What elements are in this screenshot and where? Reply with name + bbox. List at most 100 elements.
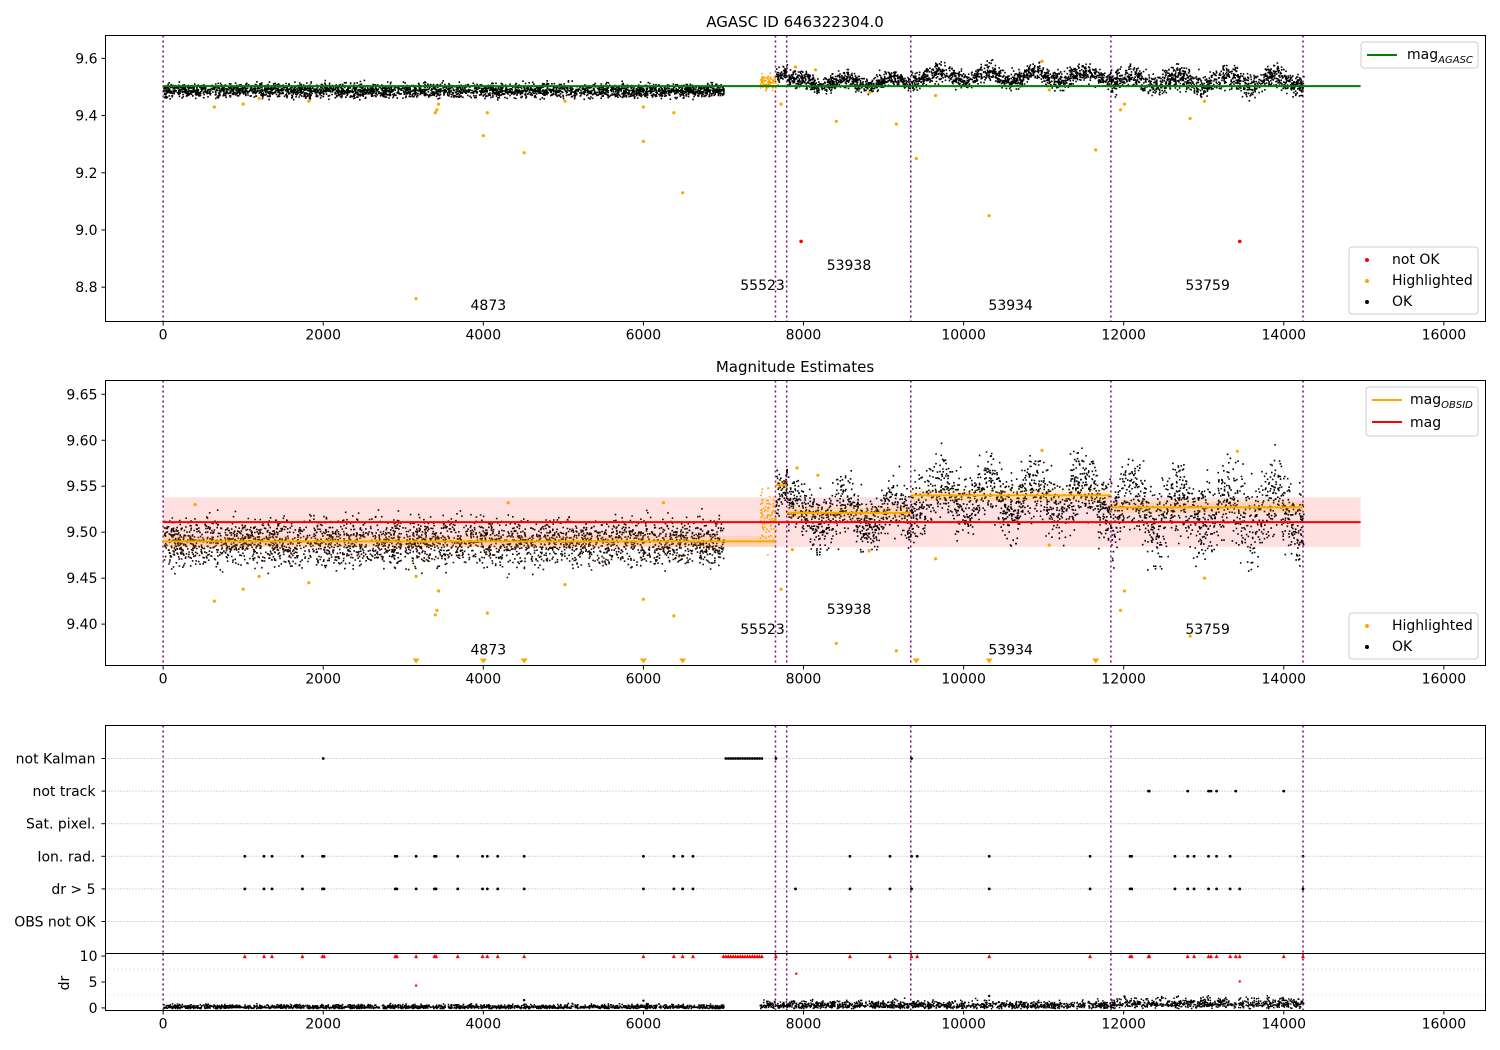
highlighted-point (894, 122, 898, 126)
highlighted-point (485, 611, 489, 615)
flag-point (753, 757, 757, 760)
dr-clipped-marker (495, 954, 500, 959)
flag-point (496, 887, 500, 891)
x-tick-label: 16000 (1422, 672, 1467, 688)
estimates-plot-area (162, 380, 1361, 666)
highlighted-point (641, 139, 646, 143)
highlighted-point (212, 105, 216, 109)
highlighted-point (414, 297, 418, 301)
x-tick-label: 4000 (465, 672, 501, 688)
flag-point (270, 887, 274, 891)
flag-point (1173, 887, 1177, 891)
highlighted-point (894, 649, 898, 653)
flag-point (1130, 854, 1134, 858)
x-tick-label: 14000 (1262, 1017, 1307, 1033)
dr-points (163, 995, 1305, 1010)
highlighted-legend-marker (1365, 279, 1369, 283)
highlighted-point (506, 501, 510, 505)
obsid-label: 53934 (988, 642, 1033, 658)
highlighted-point (1118, 608, 1123, 612)
flag-point (522, 887, 526, 891)
dr-clipped-marker (261, 954, 266, 959)
flag-point (750, 757, 754, 760)
x-tick-label: 0 (159, 328, 168, 344)
obsid-label: 53938 (827, 602, 872, 618)
x-tick-label: 4000 (465, 328, 501, 344)
dr-clipped-marker (1233, 954, 1238, 959)
dr-clipped-marker (909, 954, 914, 959)
dr-clipped-marker (1129, 954, 1134, 959)
flag-point (987, 854, 991, 858)
dr-clipped-marker (414, 954, 419, 959)
highlighted-point (1118, 108, 1123, 112)
flag-point (1186, 854, 1190, 858)
flag-point (1088, 887, 1092, 891)
dr-clipped-marker (773, 954, 778, 959)
highlighted-point (212, 599, 216, 603)
mag-obsid-legend-main: mag (1410, 392, 1441, 408)
flag-point (414, 854, 418, 858)
below-range-marker (412, 658, 420, 664)
highlighted-point (1122, 589, 1127, 593)
x-tick-label: 14000 (1262, 328, 1307, 344)
flag-category-label: not track (32, 784, 96, 800)
flags-plot-area (105, 725, 1486, 954)
obsid-label: 55523 (740, 278, 785, 294)
agasc-legend-top: magAGASC (1360, 41, 1479, 69)
x-tick-label: 8000 (786, 672, 822, 688)
dr-outlier-point (642, 999, 645, 1002)
flag-point (414, 887, 418, 891)
dr-y-axis-label: dr (57, 975, 73, 990)
flag-point (1228, 854, 1232, 858)
dr-clipped-marker (242, 954, 247, 959)
dr-clipped-marker (1208, 954, 1213, 959)
flag-point (746, 757, 749, 760)
flag-point (758, 757, 761, 760)
ok-points (163, 79, 725, 101)
below-range-marker (639, 658, 647, 664)
obsid-label: 53934 (988, 298, 1033, 314)
y-tick-label: 9.40 (66, 617, 97, 633)
flag-point (1186, 789, 1190, 793)
below-range-marker (520, 658, 528, 664)
flag-point (321, 757, 325, 760)
flag-point (1207, 789, 1210, 793)
dr-x-ticks: 0 2000 4000 6000 8000 10000 12000 14000 16000 (159, 1010, 1466, 1033)
flag-point (910, 757, 913, 760)
highlighted-point (257, 574, 261, 578)
highlighted-point (436, 102, 441, 106)
highlighted-point (867, 548, 871, 553)
flag-point (910, 887, 913, 891)
obsid-label: 55523 (740, 622, 785, 638)
dr-clipped-marker (300, 954, 305, 959)
x-tick-label: 0 (159, 1017, 168, 1033)
mag-obsid-legend-label: magOBSID (1410, 392, 1473, 411)
highlighted-point (1188, 634, 1192, 638)
x-tick-label: 12000 (1101, 1017, 1146, 1033)
flag-point (642, 887, 645, 891)
highlighted-point (813, 68, 818, 72)
highlighted-point (1122, 102, 1127, 106)
dr-clipped-marker (522, 954, 527, 959)
flag-point (322, 854, 326, 858)
highlighted-point (1047, 88, 1051, 92)
dr-plot-area (105, 953, 1486, 1011)
flag-point (496, 854, 500, 858)
flag-point (1215, 887, 1218, 891)
mag-agasc-legend-label: magAGASC (1407, 47, 1473, 66)
highlighted-point (257, 96, 261, 101)
highlighted-point (307, 581, 311, 585)
y-tick-label: 10 (80, 949, 98, 965)
x-tick-label: 12000 (1101, 672, 1146, 688)
ok-points (775, 442, 1305, 572)
agasc-legend-bottom-box (1348, 246, 1479, 315)
highlighted-point (481, 134, 485, 138)
dr-clipped-marker (680, 954, 685, 959)
highlighted-point (795, 466, 799, 470)
y-tick-label: 9.55 (66, 479, 97, 495)
not-ok-point (799, 239, 803, 244)
highlighted-point (641, 597, 646, 601)
highlighted-point (914, 156, 918, 161)
flag-point (738, 757, 742, 760)
flag-point (681, 887, 685, 891)
